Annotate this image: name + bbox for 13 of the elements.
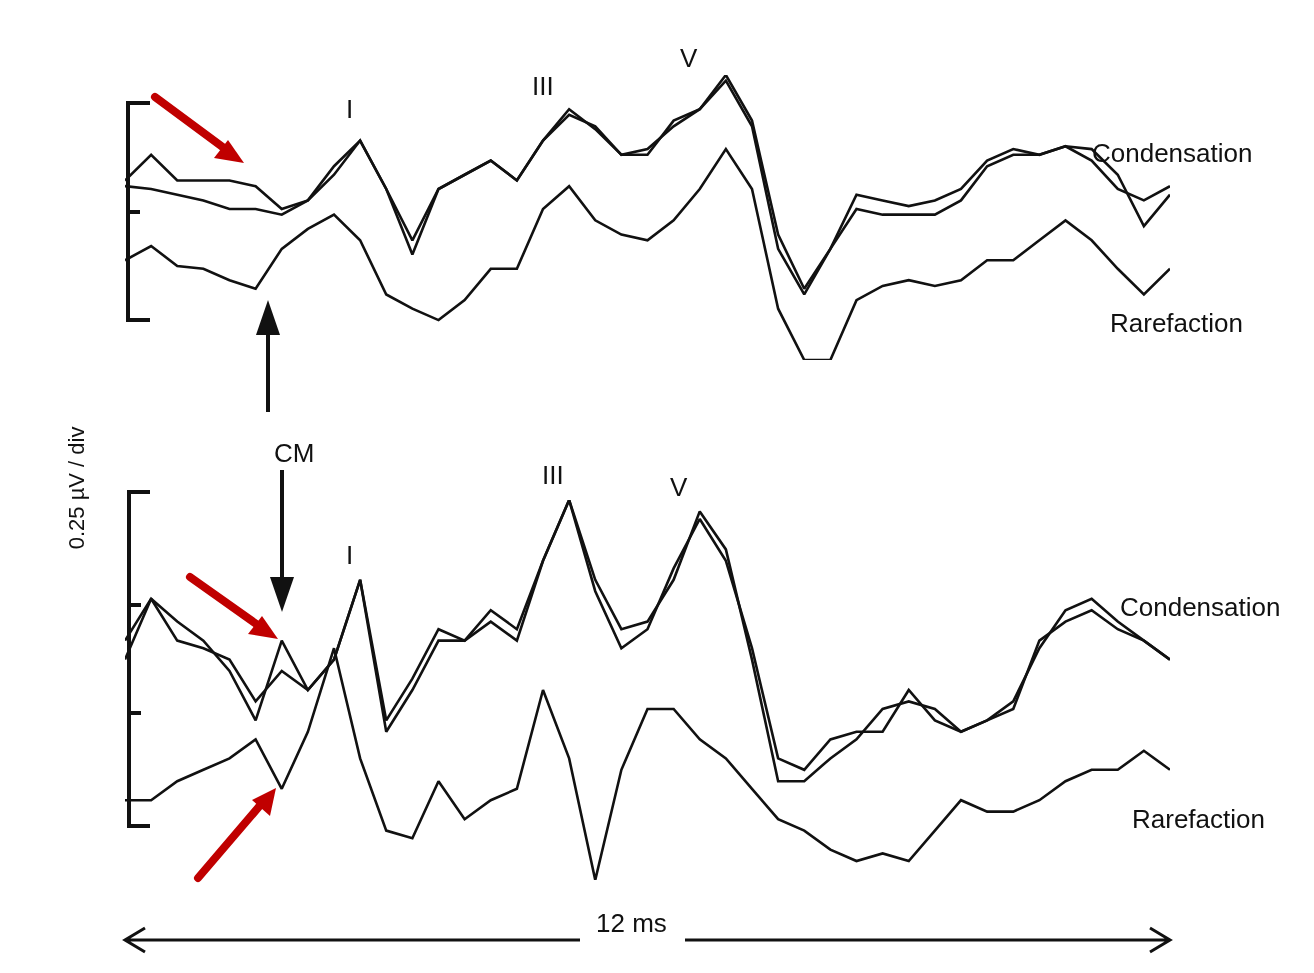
y-axis-title: 0.25 µV / div xyxy=(64,426,90,550)
annotation: V xyxy=(670,472,688,502)
series-label: Condensation xyxy=(1120,592,1281,622)
annotation: III xyxy=(532,71,554,101)
text: 12 ms xyxy=(596,908,667,938)
series-label: Rarefaction xyxy=(1132,804,1265,834)
text: CM xyxy=(274,438,315,468)
text: III xyxy=(542,460,564,490)
text: V xyxy=(680,43,698,73)
series-label: Rarefaction xyxy=(1110,308,1243,338)
series-label: Condensation xyxy=(1092,138,1253,168)
annotation: I xyxy=(346,540,354,570)
annotation: I xyxy=(346,94,354,124)
